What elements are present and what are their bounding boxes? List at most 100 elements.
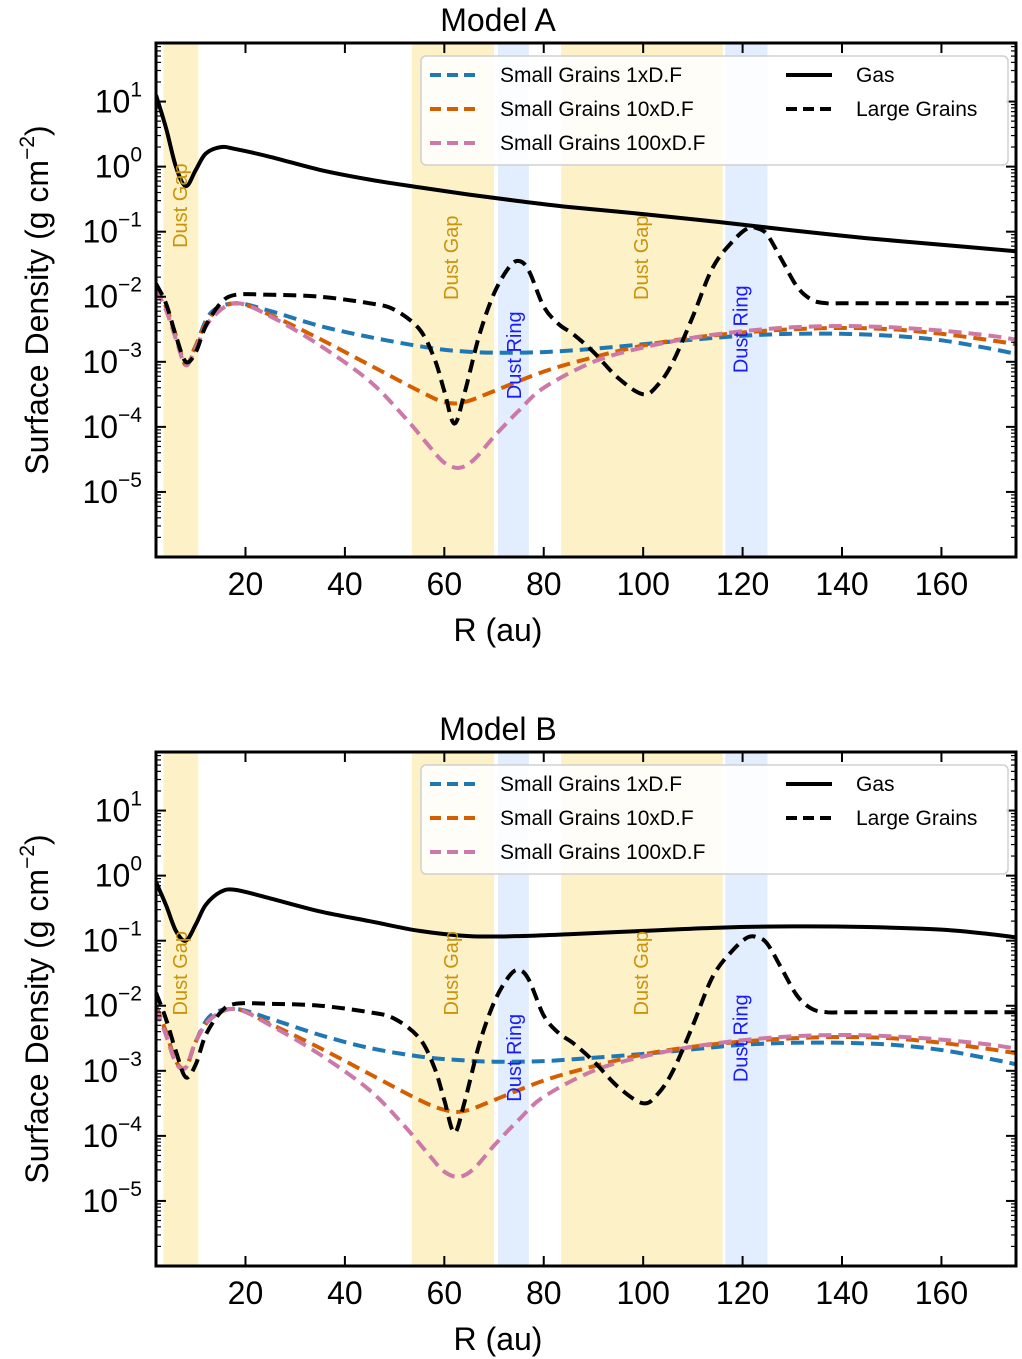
x-tick-label: 40 <box>327 1275 363 1311</box>
x-tick-label: 80 <box>526 1275 562 1311</box>
y-tick-exponent: −4 <box>118 1113 142 1136</box>
y-tick-exponent: −3 <box>118 339 142 362</box>
dust-gap-region <box>163 43 199 557</box>
series-line-large-grains <box>156 934 1016 1135</box>
y-axis-label-main: Surface Density (g cm <box>19 869 55 1184</box>
y-tick-label: 10−5 <box>82 1178 142 1219</box>
y-tick-exponent: 1 <box>130 788 142 811</box>
legend-label: Gas <box>856 64 895 87</box>
y-tick-label: 10−4 <box>82 404 142 445</box>
x-tick-label: 60 <box>427 1275 463 1311</box>
y-tick-label: 10−4 <box>82 1113 142 1154</box>
y-axis-label-exponent: −2 <box>16 845 39 869</box>
x-tick-label: 160 <box>915 1275 968 1311</box>
y-tick-exponent: −1 <box>118 918 142 941</box>
y-tick-exponent: −2 <box>118 983 142 1006</box>
y-tick-base: 10 <box>95 858 131 894</box>
y-tick-label: 10−5 <box>82 469 142 510</box>
dust-gap-label: Dust Gap <box>441 215 463 299</box>
dust-ring-label: Dust Ring <box>731 285 753 373</box>
dust-gap-label: Dust Gap <box>631 215 653 299</box>
y-tick-base: 10 <box>82 988 118 1024</box>
legend-label: Small Grains 10xD.F <box>500 98 694 121</box>
y-axis-label: Surface Density (g cm−2) <box>16 125 55 474</box>
y-axis-label-exponent: −2 <box>16 136 39 160</box>
x-tick-label: 40 <box>327 566 363 602</box>
x-tick-label: 160 <box>915 566 968 602</box>
y-tick-exponent: −2 <box>118 274 142 297</box>
y-tick-base: 10 <box>82 1183 118 1219</box>
y-tick-label: 10−1 <box>82 918 142 959</box>
dust-gap-label: Dust Gap <box>170 931 192 1015</box>
y-tick-label: 10−3 <box>82 1048 142 1089</box>
y-tick-label: 10−3 <box>82 339 142 380</box>
series-line-small-grains-100xd-f <box>156 289 1016 470</box>
series-line-small-grains-100xd-f <box>156 1006 1016 1179</box>
chart-panel-0: Dust Gap Dust Gap Dust Ring Dust Gap Dust Ri… <box>16 2 1018 648</box>
x-tick-label: 80 <box>526 566 562 602</box>
y-tick-label: 10−2 <box>82 274 142 315</box>
legend-label: Small Grains 100xD.F <box>500 132 705 155</box>
y-tick-label: 10−1 <box>82 209 142 250</box>
series-line-gas <box>156 94 1016 254</box>
x-axis-label: R (au) <box>454 612 543 648</box>
x-tick-label: 60 <box>427 566 463 602</box>
legend: Small Grains 1xD.F Small Grains 10xD.F Sma… <box>420 55 1009 166</box>
dust-gap-label: Dust Gap <box>170 163 192 247</box>
x-tick-label: 120 <box>716 1275 769 1311</box>
x-tick-label: 100 <box>616 566 669 602</box>
y-tick-base: 10 <box>82 214 118 250</box>
chart-panel-1: Dust Gap Dust Gap Dust Ring Dust Gap Dust Ri… <box>16 711 1018 1357</box>
y-axis-label: Surface Density (g cm−2) <box>16 834 55 1183</box>
x-tick-label: 100 <box>616 1275 669 1311</box>
y-tick-base: 10 <box>95 149 131 185</box>
y-tick-exponent: −4 <box>118 404 142 427</box>
dust-gap-label: Dust Gap <box>441 931 463 1015</box>
x-tick-label: 140 <box>815 1275 868 1311</box>
legend-label: Gas <box>856 773 895 796</box>
legend-label: Small Grains 1xD.F <box>500 64 682 87</box>
y-tick-base: 10 <box>82 923 118 959</box>
y-axis-label-main: Surface Density (g cm <box>19 160 55 475</box>
x-tick-label: 140 <box>815 566 868 602</box>
dust-ring-label: Dust Ring <box>504 1014 526 1102</box>
x-tick-label: 20 <box>228 1275 264 1311</box>
chart-title: Model A <box>440 2 556 38</box>
y-tick-label: 10−2 <box>82 983 142 1024</box>
series-line-large-grains <box>156 225 1016 426</box>
legend-label: Small Grains 100xD.F <box>500 841 705 864</box>
y-tick-label: 100 <box>95 853 142 894</box>
y-tick-exponent: 0 <box>130 144 142 167</box>
y-tick-exponent: −5 <box>118 1178 142 1201</box>
legend-label: Large Grains <box>856 807 977 830</box>
y-tick-label: 100 <box>95 144 142 185</box>
x-tick-label: 20 <box>228 566 264 602</box>
x-axis-label: R (au) <box>454 1321 543 1357</box>
y-tick-base: 10 <box>82 1053 118 1089</box>
dust-ring-label: Dust Ring <box>731 994 753 1082</box>
x-tick-label: 120 <box>716 566 769 602</box>
y-tick-label: 101 <box>95 79 142 120</box>
y-tick-base: 10 <box>82 1118 118 1154</box>
y-tick-exponent: −1 <box>118 209 142 232</box>
chart-title: Model B <box>439 711 556 747</box>
y-tick-base: 10 <box>82 279 118 315</box>
y-tick-exponent: 1 <box>130 79 142 102</box>
legend-label: Small Grains 1xD.F <box>500 773 682 796</box>
legend: Small Grains 1xD.F Small Grains 10xD.F Sma… <box>420 764 1009 875</box>
y-tick-label: 101 <box>95 788 142 829</box>
legend-label: Small Grains 10xD.F <box>500 807 694 830</box>
y-tick-exponent: 0 <box>130 853 142 876</box>
legend-label: Large Grains <box>856 98 977 121</box>
series-line-gas <box>156 881 1016 943</box>
legend-box <box>420 55 1009 166</box>
legend-box <box>420 764 1009 875</box>
y-axis-label-close: ) <box>19 834 55 845</box>
y-tick-base: 10 <box>82 474 118 510</box>
y-tick-base: 10 <box>95 793 131 829</box>
y-tick-base: 10 <box>82 344 118 380</box>
y-tick-exponent: −5 <box>118 469 142 492</box>
series-group <box>156 881 1016 1179</box>
dust-ring-label: Dust Ring <box>504 311 526 399</box>
